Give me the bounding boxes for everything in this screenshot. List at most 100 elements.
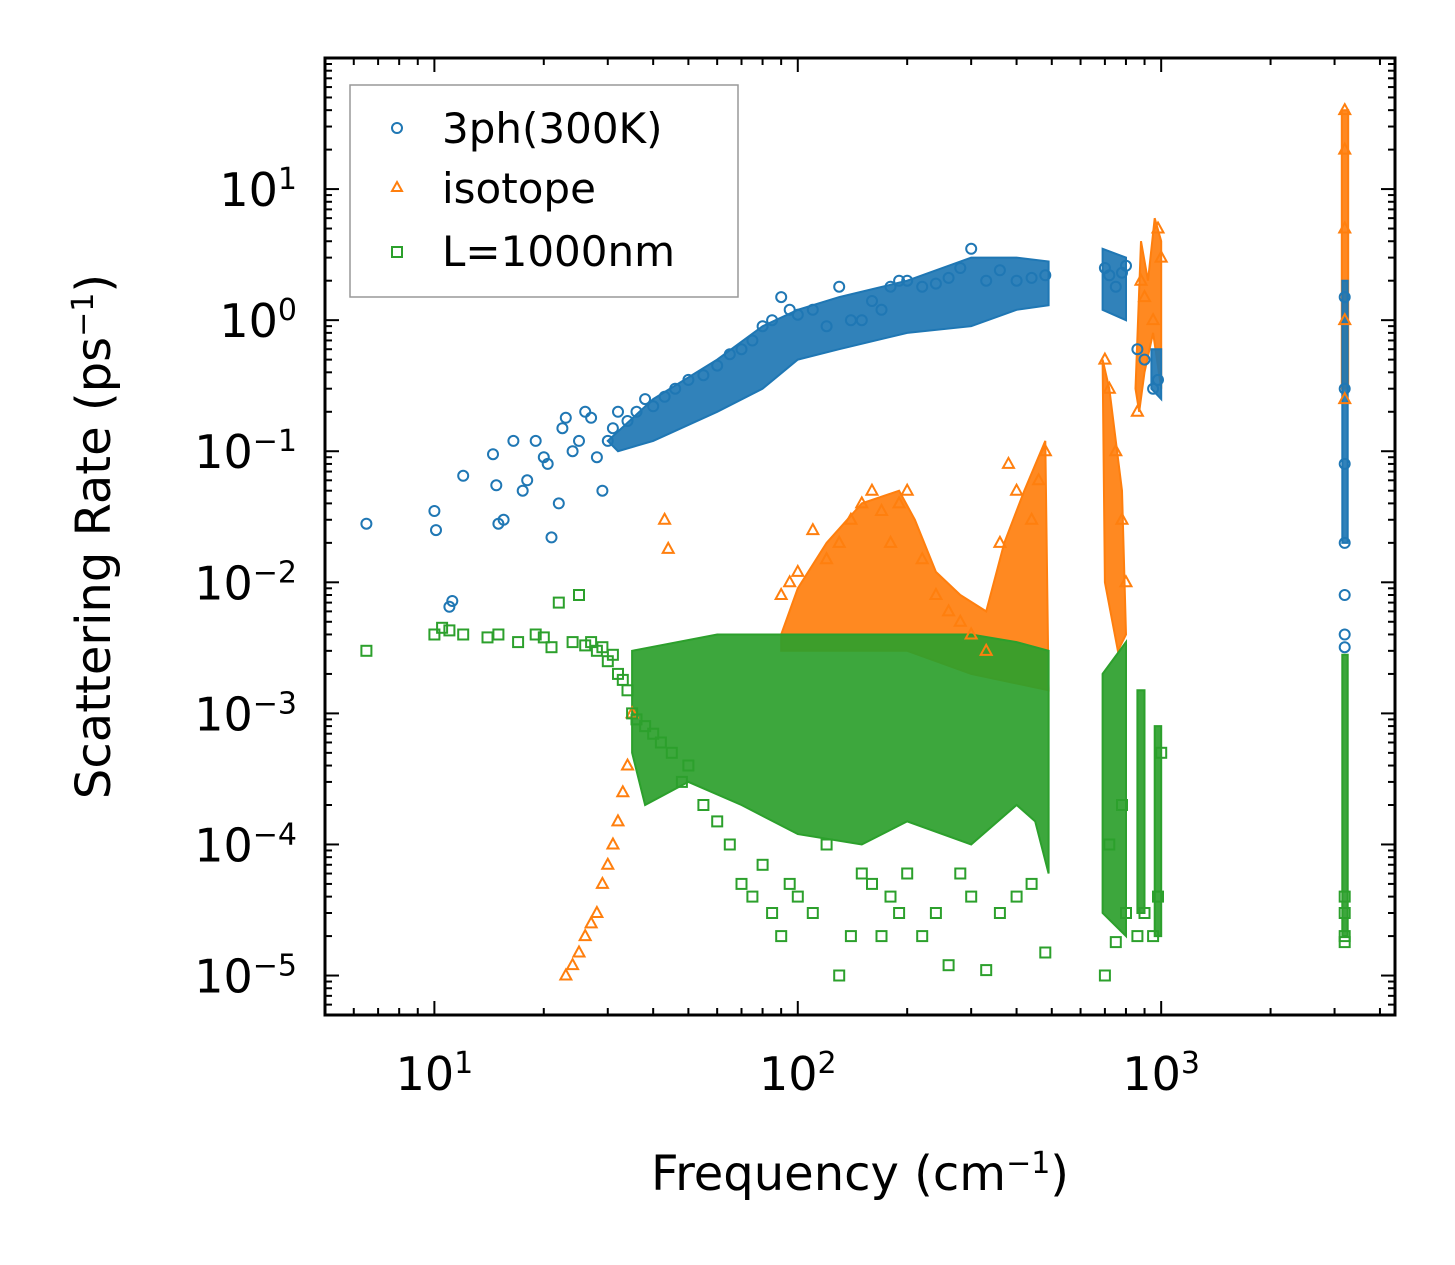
data-point bbox=[766, 314, 779, 327]
data-point bbox=[875, 303, 888, 316]
data-point bbox=[899, 482, 915, 496]
data-point bbox=[1102, 380, 1117, 394]
data-point bbox=[1138, 353, 1151, 366]
data-point bbox=[866, 295, 878, 307]
legend-marker-triangle bbox=[390, 179, 404, 192]
data-point bbox=[833, 280, 846, 293]
data-point bbox=[954, 262, 967, 274]
legend-label-3ph: 3ph(300K) bbox=[442, 104, 662, 153]
data-point bbox=[647, 727, 660, 740]
boundary-band-880 bbox=[1136, 689, 1146, 914]
data-point bbox=[552, 596, 565, 609]
series-l-1000nm bbox=[360, 589, 1351, 982]
data-point bbox=[430, 524, 442, 537]
data-point bbox=[537, 631, 550, 644]
data-point bbox=[1338, 536, 1351, 549]
data-point bbox=[1338, 890, 1351, 903]
data-point bbox=[552, 497, 565, 510]
data-point bbox=[1131, 343, 1144, 356]
data-point bbox=[558, 967, 574, 981]
data-point bbox=[901, 867, 914, 880]
x-tick-label: 103 bbox=[1122, 1046, 1200, 1102]
data-point bbox=[1109, 280, 1122, 293]
data-point bbox=[1147, 930, 1160, 943]
data-point bbox=[1116, 799, 1128, 811]
data-point bbox=[1120, 907, 1132, 919]
data-point bbox=[1337, 312, 1352, 326]
data-point bbox=[1150, 220, 1166, 234]
data-point bbox=[556, 422, 569, 435]
data-point bbox=[1337, 390, 1352, 405]
data-point bbox=[843, 511, 859, 525]
data-point bbox=[573, 434, 585, 447]
data-point bbox=[746, 890, 759, 903]
data-point bbox=[1024, 511, 1039, 525]
data-point bbox=[545, 641, 558, 654]
data-point bbox=[711, 359, 724, 372]
data-point bbox=[516, 484, 529, 497]
data-point bbox=[675, 775, 688, 788]
data-point bbox=[360, 644, 373, 657]
data-point bbox=[884, 280, 897, 293]
3ph-band-700 bbox=[1101, 247, 1127, 322]
data-point bbox=[854, 495, 869, 509]
data-point bbox=[1025, 877, 1038, 890]
data-point bbox=[1337, 141, 1352, 155]
data-point bbox=[1025, 271, 1038, 284]
data-point bbox=[583, 915, 599, 929]
legend-entry-isotope: isotope bbox=[390, 164, 596, 213]
data-point bbox=[360, 517, 373, 530]
data-point bbox=[1153, 249, 1169, 263]
data-point bbox=[1131, 930, 1144, 943]
data-point bbox=[855, 314, 868, 327]
data-point bbox=[595, 875, 610, 889]
data-point bbox=[928, 586, 944, 601]
data-point bbox=[1009, 482, 1024, 496]
data-point bbox=[615, 784, 631, 798]
data-point bbox=[577, 928, 593, 942]
y-tick-label: 10−3 bbox=[194, 686, 297, 742]
axis-ticks: 101 102 103 10−5 10−4 10−3 10−2 10−1 100 101 bbox=[194, 57, 1395, 1102]
data-point bbox=[481, 631, 494, 644]
data-point bbox=[1010, 890, 1023, 903]
boundary-band-980 bbox=[1153, 725, 1163, 938]
data-point bbox=[901, 274, 914, 287]
data-point bbox=[766, 907, 779, 919]
data-point bbox=[589, 904, 605, 919]
y-tick-label: 100 bbox=[219, 293, 297, 349]
isotope-band-700 bbox=[1101, 359, 1128, 654]
data-point bbox=[942, 271, 955, 284]
data-point bbox=[775, 930, 788, 943]
3ph-band-3200 bbox=[1341, 279, 1349, 544]
data-point bbox=[497, 513, 510, 526]
data-point bbox=[529, 628, 542, 641]
data-point bbox=[600, 856, 615, 870]
data-point bbox=[1145, 312, 1161, 326]
data-point bbox=[1338, 930, 1351, 943]
data-point bbox=[1338, 291, 1351, 304]
data-point bbox=[1114, 511, 1130, 525]
data-point bbox=[893, 274, 906, 287]
data-point bbox=[1337, 102, 1352, 116]
data-point bbox=[457, 469, 470, 482]
data-point bbox=[756, 858, 769, 871]
data-point bbox=[1103, 269, 1116, 282]
legend: 3ph(300K) isotope L=1000nm bbox=[349, 84, 739, 298]
boundary-band-3200 bbox=[1341, 653, 1349, 938]
3ph-band-main bbox=[606, 256, 1050, 453]
y-tick-label: 101 bbox=[219, 162, 297, 218]
data-point bbox=[601, 434, 614, 447]
data-point bbox=[1338, 641, 1351, 654]
data-point bbox=[953, 613, 968, 627]
data-point bbox=[457, 628, 470, 641]
data-point bbox=[820, 320, 833, 333]
data-point bbox=[585, 411, 598, 424]
data-point bbox=[929, 277, 942, 290]
data-point bbox=[573, 589, 585, 601]
legend-marker-circle bbox=[391, 122, 403, 134]
data-point bbox=[831, 534, 847, 548]
data-point bbox=[669, 382, 682, 395]
data-point bbox=[606, 422, 619, 435]
data-point bbox=[529, 434, 542, 447]
